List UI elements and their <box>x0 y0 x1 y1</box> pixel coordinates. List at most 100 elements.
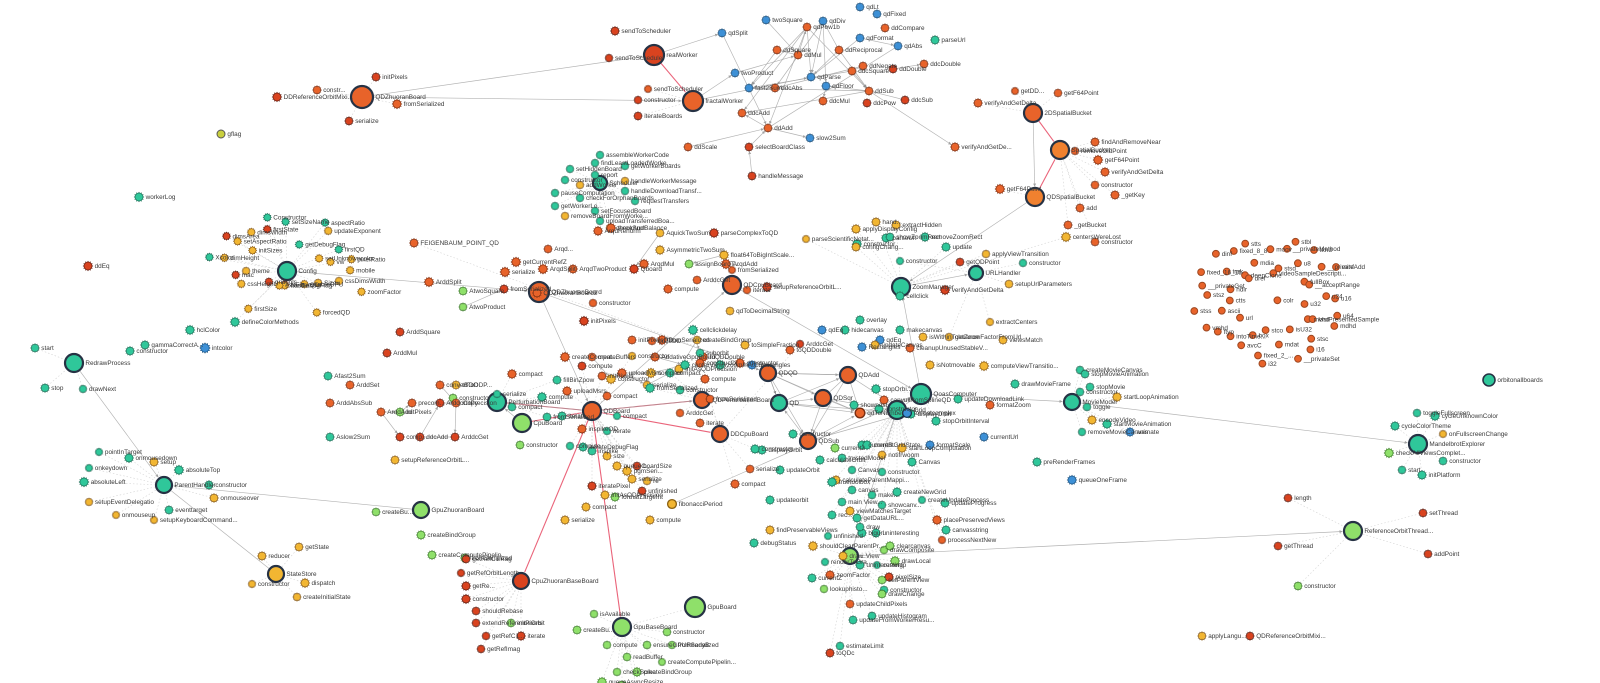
svg-text:compute: compute <box>588 363 613 370</box>
svg-text:makecanvas: makecanvas <box>906 327 942 334</box>
svg-text:avcC: avcC <box>1247 343 1262 350</box>
svg-text:ascii: ascii <box>1228 308 1241 315</box>
svg-text:assembleWorkerCode: assembleWorkerCode <box>606 152 670 159</box>
svg-text:defineColorMethods: defineColorMethods <box>242 319 299 326</box>
svg-text:initAsQDPrecision: initAsQDPrecision <box>611 492 663 499</box>
svg-text:cycleColorTheme: cycleColorTheme <box>1401 423 1451 430</box>
svg-text:constructor: constructor <box>215 482 247 489</box>
svg-text:StateStore: StateStore <box>286 571 317 578</box>
svg-text:sendToScheduler: sendToScheduler <box>621 28 671 35</box>
svg-text:initPrecision: initPrecision <box>462 400 497 407</box>
svg-text:ddCompare: ddCompare <box>891 25 925 32</box>
svg-text:QDZhuoranBoard: QDZhuoranBoard <box>375 94 426 101</box>
svg-text:eventtarget: eventtarget <box>175 507 207 514</box>
svg-text:suborbit: suborbit <box>706 350 729 357</box>
svg-text:colr: colr <box>1283 298 1294 305</box>
svg-text:cycleUnknownColor: cycleUnknownColor <box>1442 413 1499 420</box>
svg-text:mdat: mdat <box>1285 342 1299 349</box>
svg-text:ddcAdd: ddcAdd <box>748 110 770 117</box>
svg-text:gridcols: gridcols <box>275 279 297 286</box>
svg-text:i16: i16 <box>1316 347 1325 354</box>
svg-text:AsymmetricTwoSum: AsymmetricTwoSum <box>667 247 725 254</box>
svg-text:ddcAbs: ddcAbs <box>781 85 802 92</box>
svg-text:setupEventDelegatio: setupEventDelegatio <box>95 499 154 506</box>
svg-text:getDebugFlag: getDebugFlag <box>305 242 346 249</box>
svg-text:processNextNew: processNextNew <box>948 537 997 544</box>
svg-text:createNewGrid: createNewGrid <box>904 489 947 496</box>
svg-text:forcedQD: forcedQD <box>323 310 351 317</box>
svg-text:createComputePipelin...: createComputePipelin... <box>668 659 736 666</box>
svg-text:hand...: hand... <box>882 219 902 226</box>
svg-text:getRe...: getRe... <box>473 583 496 590</box>
svg-text:twoProduct: twoProduct <box>741 70 773 77</box>
svg-text:centersWereLost: centersWereLost <box>1073 234 1121 241</box>
svg-text:updateOrbit: updateOrbit <box>786 467 820 474</box>
svg-text:drawMovieFrame: drawMovieFrame <box>1021 381 1071 388</box>
svg-text:initPixels: initPixels <box>517 620 542 627</box>
svg-text:intoTime...: intoTime... <box>1236 333 1266 340</box>
svg-text:compact: compact <box>741 481 765 488</box>
svg-text:make...: make... <box>878 492 899 499</box>
svg-text:currentUrl: currentUrl <box>990 434 1018 441</box>
svg-text:Aslow2Sum: Aslow2Sum <box>336 434 370 441</box>
svg-text:fromSerialized: fromSerialized <box>404 101 445 108</box>
svg-text:toggle: toggle <box>1093 404 1111 411</box>
svg-text:createInitialState: createInitialState <box>303 594 351 601</box>
svg-text:qdPow1b: qdPow1b <box>813 24 840 31</box>
svg-text:size: size <box>613 453 625 460</box>
svg-text:QDZhuoranBoard2: QDZhuoranBoard2 <box>543 290 597 297</box>
svg-text:getThread: getThread <box>1284 543 1314 550</box>
svg-text:pixelRatio: pixelRatio <box>357 256 386 263</box>
svg-text:constructor: constructor <box>638 353 670 360</box>
svg-text:serialize: serialize <box>503 391 527 398</box>
svg-text:mobile: mobile <box>356 268 375 275</box>
svg-text:Canvas: Canvas <box>919 459 941 466</box>
svg-text:toQDDouble: toQDDouble <box>796 347 832 354</box>
svg-text:rec...: rec... <box>838 512 852 519</box>
svg-text:compact: compact <box>623 413 647 420</box>
svg-text:setupReferenceOrbitL...: setupReferenceOrbitL... <box>774 284 842 291</box>
svg-text:realWorker: realWorker <box>666 52 698 59</box>
svg-text:getRefC1...: getRefC1... <box>492 633 525 640</box>
svg-text:stopMovieAnimation: stopMovieAnimation <box>1091 371 1149 378</box>
svg-text:fixed_8_8: fixed_8_8 <box>1240 248 1268 255</box>
svg-text:constructor: constructor <box>799 431 831 438</box>
svg-text:u32: u32 <box>1310 301 1321 308</box>
svg-text:Afast2Sum: Afast2Sum <box>334 373 365 380</box>
svg-text:dref: dref <box>1255 276 1266 283</box>
svg-text:vmhd: vmhd <box>1212 325 1228 332</box>
svg-text:stts: stts <box>1251 241 1261 248</box>
svg-text:__privateMethod: __privateMethod <box>1292 246 1341 253</box>
svg-text:startLoopComputation: startLoopComputation <box>909 445 972 452</box>
svg-text:getF64Point: getF64Point <box>1105 157 1140 164</box>
svg-text:FEIGENBAUM_POINT_QD: FEIGENBAUM_POINT_QD <box>420 240 499 247</box>
svg-text:fillBinZpow: fillBinZpow <box>563 377 594 384</box>
svg-text:constructor: constructor <box>906 258 938 265</box>
svg-text:handleMessage: handleMessage <box>758 173 804 180</box>
svg-text:iterate: iterate <box>613 428 631 435</box>
svg-text:initSizes: initSizes <box>259 248 283 255</box>
svg-text:ddSub: ddSub <box>875 88 894 95</box>
svg-text:uninteresting: uninteresting <box>883 530 920 537</box>
svg-text:u24: u24 <box>1332 293 1343 300</box>
svg-text:constructor: constructor <box>136 348 168 355</box>
svg-text:findAndRemoveNear: findAndRemoveNear <box>1101 139 1161 146</box>
svg-text:constructor: constructor <box>747 360 779 367</box>
svg-text:cssHeight: cssHeight <box>247 281 275 288</box>
svg-text:qdFloor: qdFloor <box>832 83 855 90</box>
svg-text:setAspectRatio: setAspectRatio <box>244 239 287 246</box>
svg-text:ddcAdd: ddcAdd <box>426 434 448 441</box>
svg-text:Arqd...: Arqd... <box>554 246 573 253</box>
svg-text:extractCenters: extractCenters <box>996 319 1038 326</box>
svg-text:ddScale: ddScale <box>694 144 718 151</box>
svg-text:debugStatus: debugStatus <box>760 540 796 547</box>
svg-text:queueOneFrame: queueOneFrame <box>1079 477 1128 484</box>
svg-text:constructor: constructor <box>686 387 718 394</box>
svg-text:AtwoProduct: AtwoProduct <box>469 304 505 311</box>
svg-text:compute: compute <box>656 517 681 524</box>
svg-text:constructor: constructor <box>473 596 505 603</box>
svg-text:qdSplit: qdSplit <box>728 30 748 37</box>
svg-text:hidecanvas: hidecanvas <box>851 327 883 334</box>
svg-text:removeZoomRect: removeZoomRect <box>932 234 983 241</box>
svg-text:verifyAndGetDelta: verifyAndGetDelta <box>984 100 1036 107</box>
